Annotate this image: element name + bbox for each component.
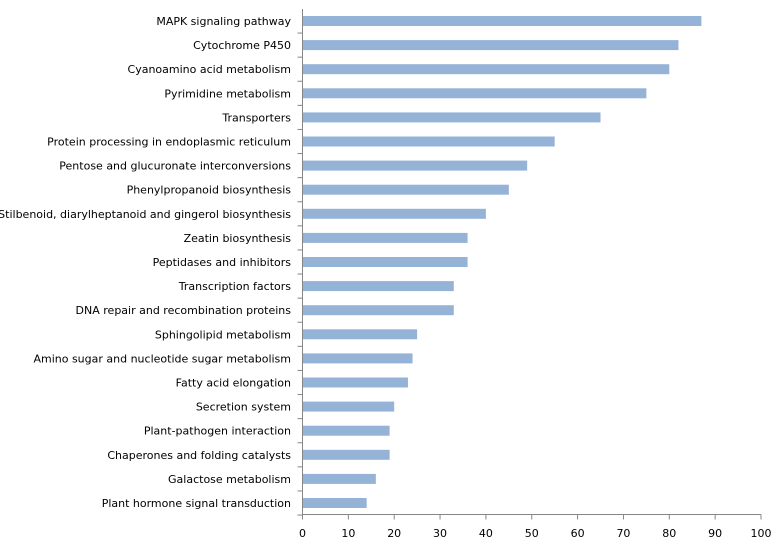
- bar: [302, 136, 555, 147]
- bar: [302, 160, 528, 171]
- category-label: Stilbenoid, diarylheptanoid and gingerol…: [0, 208, 291, 221]
- category-label: Sphingolipid metabolism: [155, 328, 291, 341]
- x-tick-label: 20: [387, 527, 401, 540]
- bar: [302, 232, 468, 243]
- bar: [302, 449, 390, 460]
- category-label: MAPK signaling pathway: [156, 15, 291, 28]
- bar: [302, 16, 702, 26]
- category-label: Galactose metabolism: [168, 473, 291, 486]
- bar: [302, 425, 390, 436]
- x-axis: 0 10 20 30 40 50 60 70 80 90 100: [297, 8, 772, 540]
- bar: [302, 184, 509, 195]
- category-label: Secretion system: [196, 401, 291, 414]
- category-label: Amino sugar and nucleotide sugar metabol…: [33, 352, 291, 365]
- category-label: Chaperones and folding catalysts: [107, 449, 291, 462]
- category-label: Cytochrome P450: [193, 39, 291, 52]
- x-tick-label: 90: [708, 527, 722, 540]
- bar: [302, 112, 601, 123]
- category-label: Fatty acid elongation: [176, 377, 291, 390]
- category-label: Transporters: [221, 111, 291, 124]
- bar: [302, 401, 395, 412]
- x-tick-label: 100: [751, 527, 772, 540]
- x-tick-label: 60: [571, 527, 585, 540]
- bar: [302, 353, 413, 364]
- bar: [302, 329, 418, 340]
- x-tick-label: 30: [433, 527, 447, 540]
- bar: [302, 377, 408, 388]
- category-label: Peptidases and inhibitors: [153, 256, 292, 269]
- x-tick-label: 70: [616, 527, 630, 540]
- category-label: Zeatin biosynthesis: [184, 232, 292, 245]
- category-label: Plant hormone signal transduction: [102, 497, 291, 510]
- bar: [302, 281, 454, 292]
- x-tick-label: 40: [479, 527, 493, 540]
- category-label: Phenylpropanoid biosynthesis: [127, 184, 292, 197]
- bar: [302, 208, 486, 219]
- category-label: Transcription factors: [178, 280, 291, 293]
- bar: [302, 473, 376, 484]
- x-tick-label: 50: [525, 527, 539, 540]
- bar: [302, 64, 670, 75]
- x-tick-label: 80: [662, 527, 676, 540]
- x-tick-label: 10: [341, 527, 355, 540]
- category-label: DNA repair and recombination proteins: [76, 304, 292, 317]
- category-label: Cyanoamino acid metabolism: [128, 63, 291, 76]
- bar: [302, 498, 367, 508]
- x-tick-label: 0: [299, 527, 306, 540]
- bar: [302, 305, 454, 316]
- bar: [302, 88, 647, 99]
- bar: [302, 40, 679, 51]
- category-label: Plant-pathogen interaction: [144, 425, 291, 438]
- category-labels: MAPK signaling pathway Cytochrome P450 Cya…: [0, 15, 291, 510]
- bars-group: [302, 16, 702, 508]
- category-label: Pentose and glucuronate interconversions: [59, 160, 291, 173]
- category-label: Pyrimidine metabolism: [164, 87, 291, 100]
- category-label: Protein processing in endoplasmic reticu…: [47, 136, 291, 149]
- bar: [302, 257, 468, 267]
